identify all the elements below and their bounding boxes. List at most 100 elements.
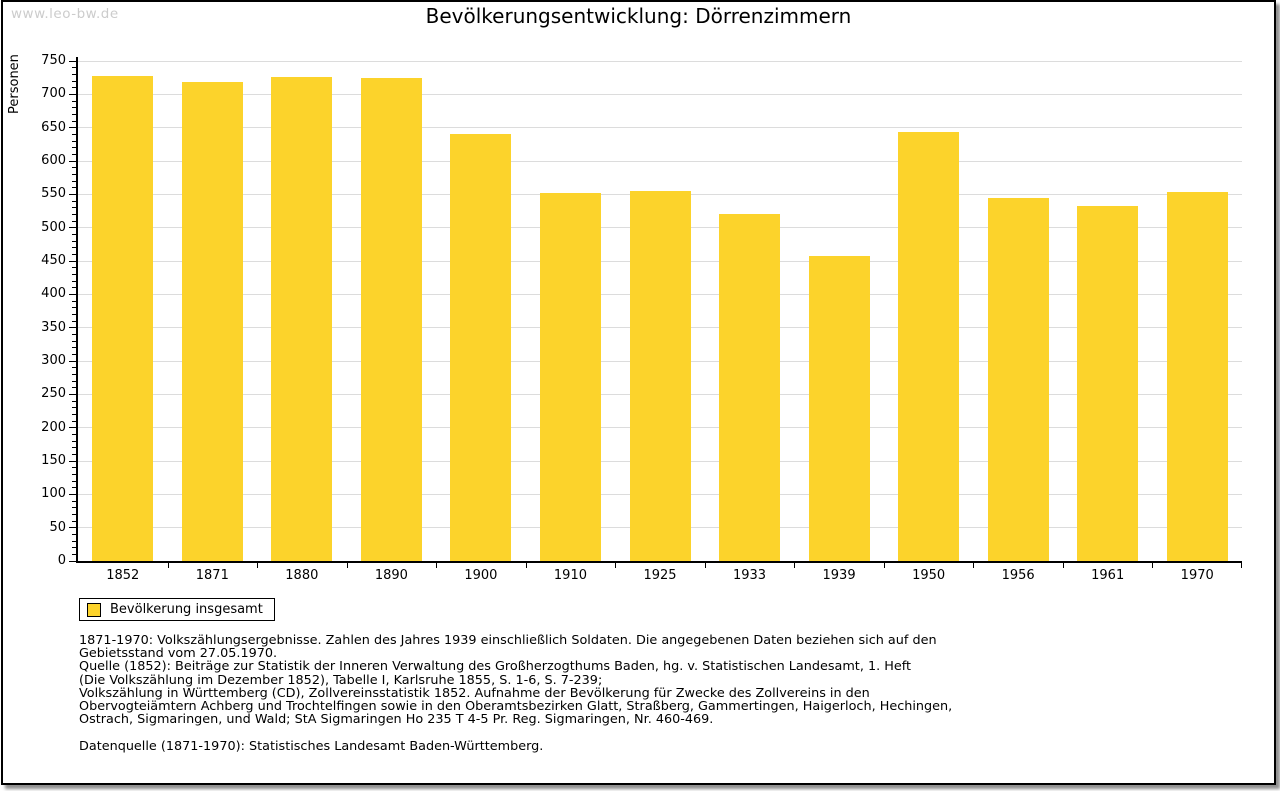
y-tick (72, 467, 76, 469)
y-tick (72, 533, 76, 535)
y-tick-label: 400 (41, 286, 66, 302)
y-tick (72, 553, 76, 555)
y-tick (72, 233, 76, 235)
y-tick (72, 407, 76, 409)
y-tick-label: 750 (41, 53, 66, 68)
x-tick (615, 563, 617, 568)
bar-1956 (987, 198, 1049, 561)
y-tick (72, 167, 76, 169)
y-tick (69, 293, 76, 295)
y-tick (72, 113, 76, 115)
x-tick (704, 563, 706, 568)
y-tick-label: 300 (41, 353, 66, 368)
x-tick (346, 563, 348, 568)
y-tick-label: 100 (41, 486, 66, 502)
y-tick (69, 460, 76, 462)
y-tick (72, 153, 76, 155)
y-tick (69, 360, 76, 362)
y-tick-label: 0 (57, 553, 66, 568)
bar-1890 (360, 77, 422, 561)
y-tick-label: 200 (41, 419, 66, 435)
y-tick (72, 300, 76, 302)
y-tick (72, 380, 76, 382)
x-tick-label: 1871 (195, 568, 229, 583)
x-tick-label: 1852 (106, 568, 140, 583)
gridline (78, 93, 1242, 95)
y-tick (69, 560, 76, 562)
y-tick (72, 107, 76, 109)
y-tick-label: 350 (41, 319, 66, 335)
bar-1852 (92, 75, 154, 561)
y-tick (72, 187, 76, 189)
y-tick (69, 427, 76, 429)
x-tick-label: 1950 (912, 568, 946, 583)
x-tick-label: 1939 (822, 568, 856, 583)
x-tick (1241, 563, 1242, 568)
y-tick (72, 487, 76, 489)
y-tick (69, 160, 76, 162)
footer-line: Quelle (1852): Beiträge zur Statistik de… (79, 659, 912, 675)
x-axis-line (76, 561, 1242, 563)
bar-1961 (1077, 205, 1139, 561)
y-tick (72, 353, 76, 355)
y-tick (69, 493, 76, 495)
y-tick (72, 280, 76, 282)
y-tick (72, 373, 76, 375)
y-tick (72, 540, 76, 542)
datasource-note: Datenquelle (1871-1970): Statistisches L… (79, 739, 544, 754)
bar-1880 (271, 77, 333, 561)
y-tick (72, 347, 76, 349)
y-tick (69, 227, 76, 229)
y-tick (72, 387, 76, 389)
y-tick (72, 213, 76, 215)
y-tick (72, 367, 76, 369)
legend: Bevölkerung insgesamt (79, 598, 275, 621)
x-tick-label: 1880 (285, 568, 319, 583)
y-tick (72, 480, 76, 482)
y-tick (72, 120, 76, 122)
bar-1925 (629, 191, 691, 561)
y-tick-label: 250 (41, 386, 66, 402)
y-tick (72, 320, 76, 322)
y-tick (69, 393, 76, 395)
y-tick-label: 500 (41, 219, 66, 235)
y-tick (72, 100, 76, 102)
legend-label: Bevölkerung insgesamt (110, 602, 263, 617)
x-tick-label: 1961 (1091, 568, 1125, 583)
y-tick (72, 253, 76, 255)
gridline (78, 127, 1242, 129)
x-tick (167, 563, 169, 568)
y-tick (72, 173, 76, 175)
y-tick-label: 700 (41, 86, 66, 102)
footer-line: Volkszählung in Württemberg (CD), Zollve… (79, 685, 870, 701)
y-tick (69, 260, 76, 262)
y-tick-label: 50 (49, 519, 66, 535)
x-tick (1062, 563, 1064, 568)
y-tick (72, 473, 76, 475)
y-tick-label: 650 (41, 119, 66, 135)
x-tick (883, 563, 885, 568)
y-tick (72, 313, 76, 315)
bar-1900 (450, 134, 512, 561)
footer-line: Obervogteiämtern Achberg und Trochtelfin… (79, 699, 953, 715)
x-tick (794, 563, 796, 568)
y-tick (72, 547, 76, 549)
footer-line: Ostrach, Sigmaringen, und Wald; StA Sigm… (79, 712, 714, 728)
y-tick-label: 600 (41, 153, 66, 168)
bar-1871 (181, 81, 243, 561)
y-tick (72, 287, 76, 289)
y-tick (72, 500, 76, 502)
x-tick (257, 563, 259, 568)
y-tick (72, 207, 76, 209)
y-tick (72, 247, 76, 249)
footer-line: Gebietsstand vom 27.05.1970. (79, 646, 278, 662)
footer-notes: 1871-1970: Volkszählungsergebnisse. Zahl… (79, 633, 953, 728)
gridline (78, 160, 1242, 162)
y-tick (72, 67, 76, 69)
y-tick (69, 527, 76, 529)
footer-line: 1871-1970: Volkszählungsergebnisse. Zahl… (79, 633, 937, 648)
y-tick (72, 180, 76, 182)
x-tick-label: 1970 (1180, 568, 1214, 583)
chart-title: Bevölkerungsentwicklung: Dörrenzimmern (425, 4, 852, 28)
